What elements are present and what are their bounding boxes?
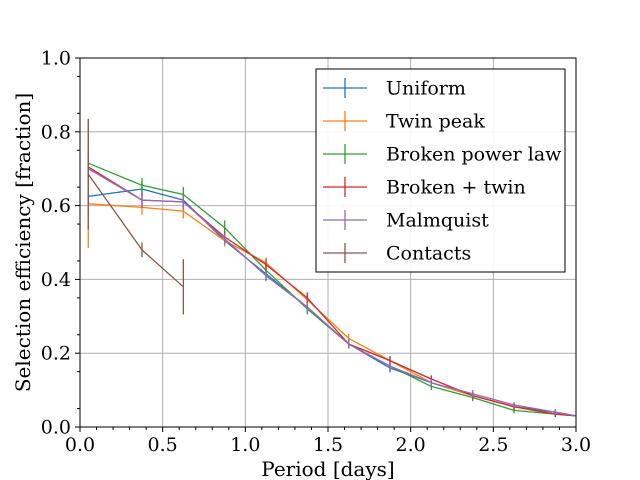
x-tick-label: 3.0 [561,434,591,456]
y-tick-label: 1.0 [41,48,71,70]
series-layer [87,118,577,418]
x-tick-label: 1.0 [230,434,260,456]
legend-label: Broken + twin [386,177,526,199]
legend-label: Broken power law [386,144,562,166]
y-tick-label: 0.2 [41,343,71,365]
legend: Uniform Twin peak Broken power law Broken +… [315,68,566,273]
y-tick-label: 0.4 [41,269,71,291]
legend-box [315,68,566,273]
y-tick-label: 0.0 [41,417,71,439]
x-axis-label: Period [days] [261,457,394,480]
legend-label: Uniform [386,78,466,100]
x-tick-label: 0.5 [148,434,178,456]
y-axis-label: Selection efficiency [fraction] [11,93,35,392]
legend-label: Contacts [386,243,471,265]
series-group [87,118,184,315]
x-tick-label: 2.0 [396,434,426,456]
legend-label: Twin peak [386,111,485,133]
legend-label: Malmquist [386,210,489,232]
y-tick-label: 0.8 [41,121,71,143]
x-tick-label: 0.0 [65,434,95,456]
x-tick-label: 2.5 [478,434,508,456]
ticks: 0.0 0.5 1.0 1.5 2.0 2.5 3.0 0.0 0.2 0.4 0.6 0.8 1.0 [41,48,591,457]
x-tick-label: 1.5 [313,434,343,456]
y-tick-label: 0.6 [41,195,71,217]
